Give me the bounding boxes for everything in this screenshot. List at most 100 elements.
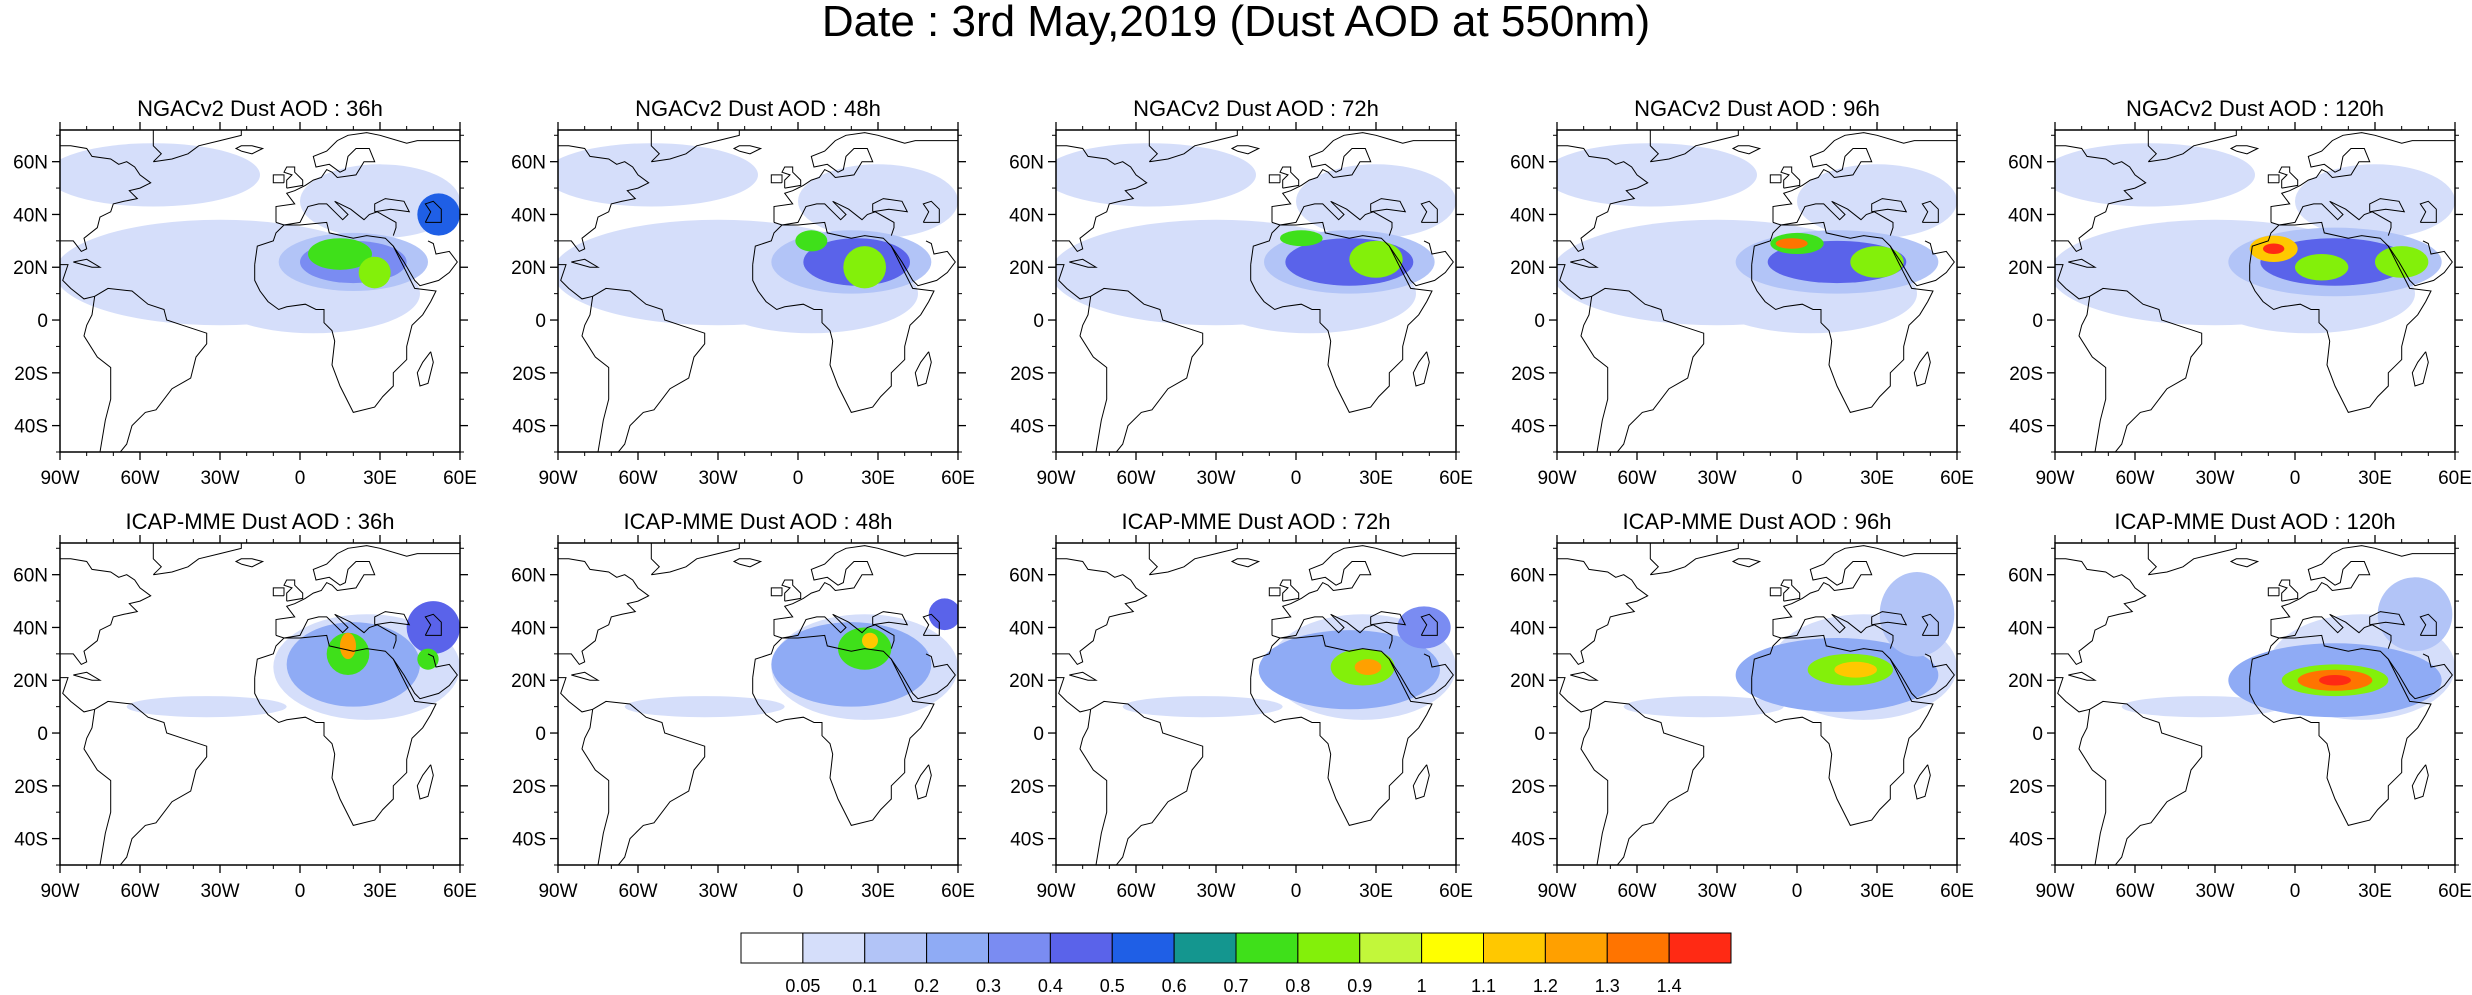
- coastline: [732, 145, 763, 155]
- lon-tick-label: 90W: [40, 468, 79, 489]
- colorbar-box: [1483, 932, 1546, 964]
- coastline: [275, 613, 397, 649]
- map-panel: ICAP-MME Dust AOD : 120h 90W 60W 30W 0 30E 60E…: [2008, 509, 2472, 900]
- coastline: [83, 700, 208, 865]
- lat-tick-label: 40S: [2009, 830, 2043, 851]
- coastline: [1772, 613, 1894, 649]
- lat-tick-label: 60N: [2008, 153, 2043, 174]
- lon-tick-label: 60E: [443, 881, 477, 900]
- coastline: [1557, 145, 1649, 253]
- coastline: [2068, 671, 2097, 681]
- coastline: [1557, 256, 1592, 300]
- dust-field: [1557, 143, 1957, 334]
- coastline: [1731, 145, 1762, 155]
- lat-tick-label: 40S: [1511, 830, 1545, 851]
- coastline: [1649, 543, 1739, 576]
- lat-tick-label: 20S: [14, 364, 48, 385]
- lon-tick-label: 30W: [1697, 881, 1736, 900]
- coastline: [558, 256, 593, 300]
- colorbar-label: 0.1: [852, 976, 877, 995]
- dust-contour: [1775, 238, 1808, 249]
- lon-tick-label: 60E: [2438, 468, 2472, 489]
- coastline: [2055, 558, 2147, 666]
- lon-tick-label: 0: [1291, 881, 1302, 900]
- lon-tick-label: 60E: [443, 468, 477, 489]
- coastline: [1772, 545, 1957, 636]
- coastline: [872, 611, 909, 626]
- lon-tick-label: 0: [793, 468, 804, 489]
- map-frame: [1055, 129, 1457, 453]
- colorbar-label: 0.3: [976, 976, 1001, 995]
- lat-tick-label: 40N: [2008, 205, 2043, 226]
- coastlines: [1056, 543, 1456, 865]
- coastline: [773, 200, 895, 236]
- lon-tick-label: 60E: [941, 468, 975, 489]
- coastline: [2267, 587, 2280, 597]
- coastline: [922, 613, 940, 636]
- lon-tick-label: 60W: [120, 881, 159, 900]
- coastline: [773, 613, 895, 649]
- lat-tick-label: 60N: [1510, 153, 1545, 174]
- dust-contour: [1850, 246, 1904, 278]
- coastline: [234, 145, 265, 155]
- lon-tick-label: 30W: [1697, 468, 1736, 489]
- lon-tick-label: 60W: [1116, 881, 1155, 900]
- coastline: [1412, 351, 1430, 387]
- map-panel: NGACv2 Dust AOD : 120h 90W 60W 30W 0 30E 60E 60…: [2008, 96, 2472, 489]
- lat-tick-label: 40N: [1510, 205, 1545, 226]
- lat-tick-label: 60N: [511, 153, 546, 174]
- lat-tick-label: 40N: [511, 618, 546, 639]
- lat-tick-label: 20S: [512, 364, 546, 385]
- lat-tick-label: 40S: [1010, 830, 1044, 851]
- lon-tick-label: 30E: [1860, 468, 1894, 489]
- coastline: [1271, 132, 1456, 223]
- coastline: [254, 221, 437, 413]
- lon-tick-label: 30E: [861, 881, 895, 900]
- lat-tick-label: 0: [37, 311, 48, 332]
- dust-field: [2055, 143, 2455, 334]
- lat-tick-label: 40S: [1010, 417, 1044, 438]
- coastline: [872, 198, 909, 213]
- map-frame: [1556, 129, 1958, 453]
- lon-tick-label: 30E: [2358, 468, 2392, 489]
- coastline: [581, 287, 706, 452]
- coastline: [1148, 543, 1238, 576]
- coastline: [2270, 200, 2392, 236]
- coastline: [650, 130, 740, 163]
- coastline: [581, 700, 706, 865]
- coastline: [416, 351, 434, 387]
- lon-tick-label: 90W: [1537, 881, 1576, 900]
- colorbar-label: 0.9: [1347, 976, 1372, 995]
- coastline: [1069, 258, 1098, 268]
- lon-tick-label: 30E: [1359, 468, 1393, 489]
- lat-tick-label: 40N: [1510, 618, 1545, 639]
- coastline: [1056, 256, 1091, 300]
- coastline: [558, 558, 650, 666]
- dust-contour: [1879, 572, 1955, 657]
- dust-contour: [2377, 577, 2453, 652]
- coastline: [1921, 200, 1939, 223]
- coastline: [60, 558, 152, 666]
- coastline: [1769, 174, 1782, 184]
- colorbar-box: [1111, 932, 1175, 964]
- lat-tick-label: 40S: [512, 830, 546, 851]
- lat-tick-label: 0: [1534, 311, 1545, 332]
- coastline: [1271, 200, 1393, 236]
- dust-field: [1056, 143, 1456, 334]
- coastlines: [1557, 543, 1957, 865]
- lat-tick-label: 40N: [1009, 205, 1044, 226]
- dust-contour: [2319, 674, 2351, 686]
- dust-contour: [1056, 143, 1256, 207]
- lon-tick-label: 60W: [1617, 881, 1656, 900]
- lat-tick-label: 0: [1033, 724, 1044, 745]
- dust-field: [624, 598, 958, 720]
- coastline: [2055, 145, 2147, 253]
- colorbar-label: 1.4: [1657, 976, 1682, 995]
- map-frame: [59, 542, 461, 866]
- dust-field: [60, 143, 460, 334]
- lat-tick-label: 20N: [2008, 671, 2043, 692]
- coastline: [1913, 764, 1931, 800]
- lat-tick-label: 0: [2032, 724, 2043, 745]
- panel-title: ICAP-MME Dust AOD : 120h: [2114, 509, 2395, 534]
- lon-tick-label: 60E: [1439, 468, 1473, 489]
